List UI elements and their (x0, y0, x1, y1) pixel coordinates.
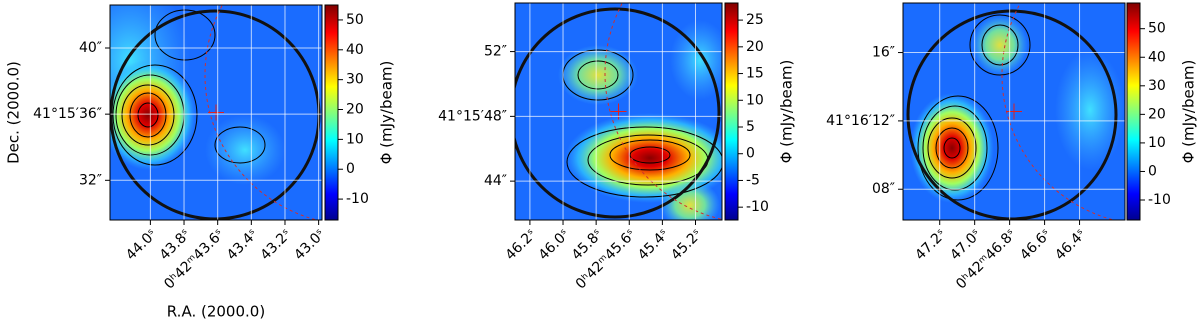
emission-region (205, 115, 285, 185)
colorbar-tick-label: 0 (346, 161, 355, 177)
y-tick-label: 41°16′12″ (826, 113, 895, 129)
contour (129, 92, 167, 138)
colorbar (1126, 2, 1141, 221)
y-tick-label: 32″ (79, 172, 102, 188)
contour (981, 24, 1019, 66)
colorbar (724, 2, 739, 221)
x-tick-label: 46.4ˢ (1052, 226, 1089, 263)
panel: 44.0ˢ43.8ˢ0ʰ42ᵐ43.6ˢ43.4ˢ43.2ˢ43.0ˢ40″41… (5, 4, 396, 321)
x-tick-label: 45.2ˢ (668, 226, 705, 263)
contour (566, 126, 722, 198)
y-tick-label: 08″ (872, 181, 895, 197)
colorbar-tick-label: 50 (1148, 21, 1166, 37)
colorbar-tick-label: 20 (1148, 106, 1166, 122)
colorbar-tick-label: -10 (346, 191, 369, 207)
contour (935, 127, 969, 169)
contour (609, 139, 691, 171)
colorbar-tick-label: 25 (746, 12, 764, 28)
colorbar-tick-label: -10 (746, 199, 769, 215)
colorbar-tick-label: 40 (346, 42, 364, 58)
contour (137, 102, 159, 128)
colorbar-tick-label: 20 (346, 102, 364, 118)
x-tick-label: 44.0ˢ (123, 226, 160, 263)
x-axis-title: R.A. (2000.0) (167, 303, 265, 321)
colorbar-label: Φ (mJy/beam) (778, 60, 796, 164)
y-tick-label: 40″ (79, 40, 102, 56)
colorbar-tick-label: 50 (346, 12, 364, 28)
y-tick-label: 41°15′48″ (438, 108, 507, 124)
y-tick-label: 52″ (484, 44, 507, 60)
panel: 47.2ˢ47.0ˢ0ʰ42ᵐ46.8ˢ46.6ˢ46.4ˢ16″41°16′1… (826, 2, 1198, 292)
center-marker (208, 104, 224, 121)
contour (917, 95, 999, 201)
emission-region (1055, 50, 1125, 170)
x-tick-label: 46.2ˢ (503, 226, 540, 263)
contour (154, 9, 216, 61)
colorbar-tick-label: 0 (1148, 163, 1157, 179)
colorbar-tick-label: 10 (746, 92, 764, 108)
x-tick-label: 43.0ˢ (291, 226, 328, 263)
colorbar-tick-label: 5 (746, 119, 755, 135)
colorbar (324, 4, 339, 221)
emission-region (670, 20, 722, 100)
colorbar-label: Φ (mJy/beam) (1180, 60, 1198, 164)
colorbar-tick-label: 15 (746, 66, 764, 82)
colorbar-tick-label: 30 (346, 72, 364, 88)
y-tick-label: 44″ (484, 173, 507, 189)
panel: 46.2ˢ46.0ˢ45.8ˢ0ʰ42ᵐ45.6ˢ45.4ˢ45.2ˢ52″41… (438, 2, 796, 292)
colorbar-tick-label: 10 (346, 131, 364, 147)
y-tick-label: 41°15′36″ (33, 106, 102, 122)
colorbar-label: Φ (mJy/beam) (378, 61, 396, 165)
contour (943, 137, 961, 159)
contour (922, 105, 988, 191)
contour (969, 14, 1031, 76)
beam-circle (515, 7, 721, 219)
contour (577, 60, 619, 90)
contour (927, 117, 977, 179)
colorbar-tick-label: 40 (1148, 49, 1166, 65)
emission-region (972, 15, 1028, 75)
contour (112, 64, 198, 166)
x-tick-label: 47.2ˢ (912, 226, 949, 263)
x-tick-label: 45.4ˢ (635, 226, 672, 263)
contour (214, 126, 266, 164)
colorbar-tick-label: 30 (1148, 78, 1166, 94)
emission-region (660, 180, 720, 220)
colorbar-tick-label: -5 (746, 172, 760, 188)
map-image (515, 3, 722, 220)
map-frame (514, 2, 723, 221)
center-marker (1006, 103, 1022, 120)
colorbar-tick-label: 20 (746, 39, 764, 55)
x-tick-label: 43.4ˢ (224, 226, 261, 263)
x-tick-label: 46.0ˢ (536, 226, 573, 263)
y-axis-title: Dec. (2000.0) (5, 61, 23, 164)
y-tick-label: 16″ (872, 45, 895, 61)
beam-circle (906, 9, 1118, 220)
contour (629, 146, 671, 164)
colorbar-tick-label: 10 (1148, 135, 1166, 151)
colorbar-tick-label: 0 (746, 146, 755, 162)
colorbar-tick-label: -10 (1148, 192, 1171, 208)
map-frame (902, 2, 1126, 221)
contour (121, 84, 175, 146)
x-tick-label: 43.2ˢ (258, 226, 295, 263)
x-tick-label: 46.6ˢ (1017, 226, 1054, 263)
emission-region (558, 45, 638, 105)
map-frame (109, 4, 323, 221)
